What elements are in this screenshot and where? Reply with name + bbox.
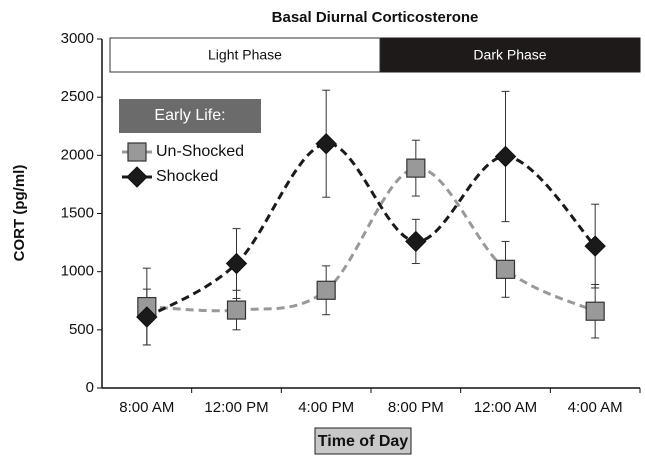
data-point bbox=[316, 280, 336, 300]
series-line bbox=[146, 166, 596, 313]
dark-phase-box bbox=[380, 37, 641, 73]
data-point bbox=[584, 235, 606, 257]
data-point bbox=[136, 306, 158, 328]
y-axis-label: CORT (pg/ml) bbox=[11, 165, 28, 262]
y-tick-label: 0 bbox=[86, 379, 94, 396]
data-point bbox=[495, 259, 516, 279]
data-point bbox=[226, 300, 247, 320]
x-tick-label: 4:00 AM bbox=[568, 399, 623, 416]
y-tick-label: 500 bbox=[69, 321, 94, 338]
y-tick-label: 3000 bbox=[61, 30, 94, 47]
x-tick-label: 8:00 AM bbox=[119, 399, 174, 416]
light-phase-box bbox=[109, 37, 381, 73]
x-tick-label: 8:00 PM bbox=[388, 399, 444, 416]
dark-phase-label: Dark Phase bbox=[473, 47, 546, 63]
data-point bbox=[585, 301, 605, 321]
legend-marker bbox=[127, 142, 147, 162]
chart-title: Basal Diurnal Corticosterone bbox=[272, 9, 479, 26]
legend-title-box bbox=[119, 99, 261, 133]
x-tick-label: 12:00 AM bbox=[474, 399, 537, 416]
y-tick-label: 1500 bbox=[61, 204, 94, 221]
x-label-box bbox=[314, 427, 412, 455]
data-point bbox=[406, 158, 426, 178]
y-tick-label: 2000 bbox=[61, 146, 94, 163]
x-tick-label: 4:00 PM bbox=[298, 399, 354, 416]
legend-label: Shocked bbox=[156, 168, 218, 185]
data-point bbox=[315, 132, 337, 155]
legend-label: Un-Shocked bbox=[156, 143, 244, 160]
data-point bbox=[494, 145, 517, 168]
y-tick-label: 2500 bbox=[61, 88, 94, 105]
x-tick-label: 12:00 PM bbox=[204, 399, 268, 416]
light-phase-label: Light Phase bbox=[208, 47, 282, 63]
legend-marker bbox=[126, 166, 148, 188]
data-point bbox=[225, 252, 248, 275]
y-tick-label: 1000 bbox=[61, 263, 94, 280]
legend-title: Early Life: bbox=[154, 107, 225, 124]
data-point bbox=[405, 230, 427, 253]
x-axis-label: Time of Day bbox=[318, 433, 409, 450]
